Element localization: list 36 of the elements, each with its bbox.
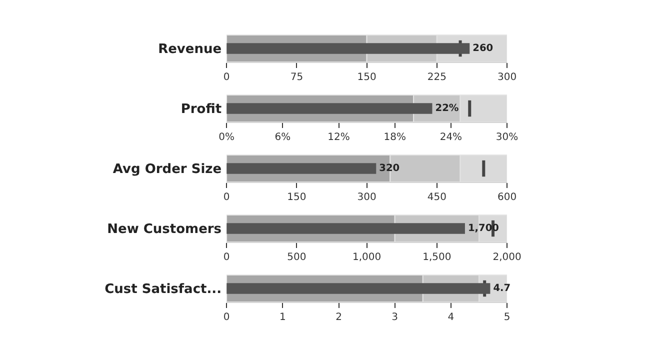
- y-tick-label: Profit: [180, 102, 222, 118]
- y-tick-label: Cust Satisfact...: [104, 282, 222, 298]
- x-tick-label: 0: [223, 252, 230, 263]
- x-tick-label: 150: [357, 72, 376, 83]
- x-tick-label: 30%: [496, 132, 518, 143]
- x-tick-label: 5: [504, 312, 510, 323]
- x-tick-label: 1: [279, 312, 286, 323]
- x-tick-label: 300: [497, 72, 517, 83]
- x-tick-label: 6%: [274, 132, 291, 143]
- x-tick-label: 1,500: [422, 252, 452, 263]
- x-tick-label: 75: [290, 72, 304, 83]
- x-tick-label: 2: [336, 312, 342, 323]
- data-label: 4.7: [493, 282, 511, 294]
- x-tick-label: 0: [223, 192, 230, 203]
- x-tick-label: 2,000: [492, 252, 522, 263]
- y-tick-label: Avg Order Size: [112, 162, 222, 178]
- x-tick-label: 24%: [440, 132, 462, 143]
- x-tick-label: 0: [223, 72, 230, 83]
- x-tick-label: 225: [427, 72, 446, 83]
- data-label: 260: [472, 42, 494, 54]
- y-tick-label: New Customers: [107, 222, 222, 238]
- data-label: 22%: [435, 102, 459, 114]
- x-tick-label: 1,000: [352, 252, 382, 263]
- x-tick-label: 4: [448, 312, 454, 323]
- data-label: 320: [379, 162, 400, 174]
- y-tick-label: Revenue: [158, 42, 222, 58]
- x-tick-label: 300: [357, 192, 376, 203]
- x-tick-label: 18%: [384, 132, 406, 143]
- x-tick-label: 500: [287, 252, 306, 263]
- x-tick-label: 12%: [328, 132, 350, 143]
- x-tick-label: 0%: [218, 132, 235, 143]
- x-tick-label: 0: [223, 312, 230, 323]
- x-tick-label: 450: [427, 192, 446, 203]
- x-tick-label: 600: [497, 192, 517, 203]
- x-tick-label: 3: [392, 312, 398, 323]
- x-tick-label: 150: [287, 192, 306, 203]
